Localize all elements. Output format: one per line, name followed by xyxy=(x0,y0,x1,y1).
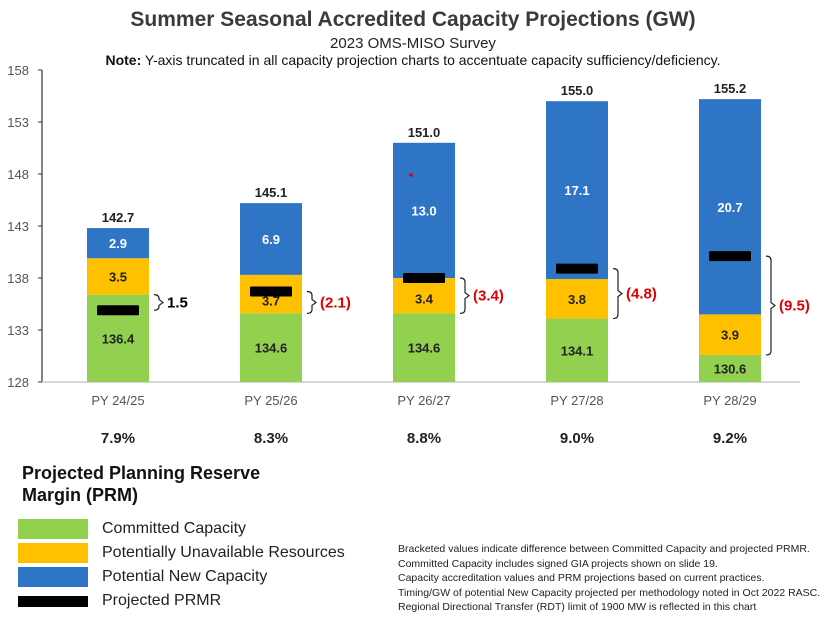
chart-subtitle: 2023 OMS-MISO Survey xyxy=(330,35,496,52)
legend-label: Committed Capacity xyxy=(102,520,247,537)
bar-value-label: 3.7 xyxy=(262,293,280,308)
bar-value-label: 134.6 xyxy=(255,341,288,356)
bar-segment-committed xyxy=(699,354,761,382)
footnote: Committed Capacity includes signed GIA p… xyxy=(398,557,718,570)
bar-value-label: 134.6 xyxy=(408,341,441,356)
bar-value-label: 134.1 xyxy=(561,343,594,358)
y-tick-label: 153 xyxy=(7,115,29,130)
bar-segment-unavailable xyxy=(393,278,455,314)
difference-bracket xyxy=(153,294,164,311)
legend-swatch-committed xyxy=(18,519,88,539)
bar-total-label: 145.1 xyxy=(255,185,288,200)
bar-value-label: 130.6 xyxy=(714,361,747,376)
chart-title: Summer Seasonal Accredited Capacity Proj… xyxy=(130,8,696,31)
red-dot-mark xyxy=(409,173,413,177)
prm-percent-label: 7.9% xyxy=(101,430,135,447)
bar-total-label: 151.0 xyxy=(408,125,441,140)
bar-value-label: 13.0 xyxy=(411,203,436,218)
prm-percent-label: 8.8% xyxy=(407,430,441,447)
footnote: Bracketed values indicate difference bet… xyxy=(398,543,810,555)
bar-value-label: 3.9 xyxy=(721,328,739,343)
bar-segment-unavailable xyxy=(546,279,608,319)
footnote: Timing/GW of potential New Capacity proj… xyxy=(398,586,821,599)
bar-value-label: 20.7 xyxy=(717,200,742,215)
difference-label: (4.8) xyxy=(626,286,657,303)
footnotes: Bracketed values indicate difference bet… xyxy=(398,542,820,615)
chart-plot: 128 133 138 143 148 153 158 136.4 3.5 2.9 142.7 1.5… xyxy=(7,63,810,447)
legend-item-new-capacity: Potential New Capacity xyxy=(18,567,267,587)
bar-value-label: 136.4 xyxy=(102,331,135,346)
prmr-marker xyxy=(556,263,598,274)
bar-segment-new-capacity xyxy=(393,142,455,278)
legend-label: Potential New Capacity xyxy=(102,568,268,585)
difference-label: (9.5) xyxy=(779,298,810,315)
prm-percent-label: 8.3% xyxy=(254,430,288,447)
bar-value-label: 6.9 xyxy=(262,232,280,247)
bar-segment-committed xyxy=(240,313,302,382)
legend-item-prmr: Projected PRMR xyxy=(18,591,221,611)
bar-value-label: 3.5 xyxy=(109,269,127,284)
prmr-marker xyxy=(250,286,292,297)
bar-segment-new-capacity xyxy=(699,99,761,315)
legend-swatch-new-capacity xyxy=(18,567,88,587)
prm-percent-label: 9.0% xyxy=(560,430,594,447)
note-text: Y-axis truncated in all capacity project… xyxy=(141,52,721,68)
x-tick-label: PY 24/25 xyxy=(91,393,144,408)
footnote: Regional Directional Transfer (RDT) limi… xyxy=(398,601,757,613)
bar-segment-unavailable xyxy=(699,314,761,355)
legend-item-committed: Committed Capacity xyxy=(18,519,246,539)
x-tick-label: PY 27/28 xyxy=(550,393,603,408)
bar-value-label: 2.9 xyxy=(109,236,127,251)
legend-swatch-prmr xyxy=(18,595,88,607)
legend-title: Projected Planning Reserve Margin (PRM) xyxy=(22,463,261,505)
difference-bracket xyxy=(459,277,470,314)
y-tick-label: 148 xyxy=(7,167,29,182)
difference-bracket xyxy=(306,290,317,314)
bar-total-label: 155.0 xyxy=(561,83,594,98)
bar-total-label: 155.2 xyxy=(714,81,747,96)
x-tick-label: PY 26/27 xyxy=(397,393,450,408)
legend-item-unavailable: Potentially Unavailable Resources xyxy=(18,543,345,563)
prmr-marker xyxy=(97,305,139,316)
difference-label: (3.4) xyxy=(473,288,504,305)
bar-segment-new-capacity xyxy=(546,101,608,280)
bar-segment-committed xyxy=(546,318,608,382)
x-tick-label: PY 25/26 xyxy=(244,393,297,408)
bar-total-label: 142.7 xyxy=(102,210,135,225)
y-tick-label: 138 xyxy=(7,271,29,286)
legend-swatch-unavailable xyxy=(18,543,88,563)
difference-label: (2.1) xyxy=(320,294,351,311)
difference-label: 1.5 xyxy=(167,294,188,311)
difference-bracket xyxy=(612,268,623,320)
x-tick-label: PY 28/29 xyxy=(703,393,756,408)
bar-value-label: 3.8 xyxy=(568,292,586,307)
legend-label: Potentially Unavailable Resources xyxy=(102,544,345,561)
difference-bracket xyxy=(765,255,776,356)
y-tick-label: 128 xyxy=(7,375,29,390)
prmr-marker xyxy=(403,273,445,283)
footnote: Capacity accreditation values and PRM pr… xyxy=(398,572,765,584)
y-tick-label: 158 xyxy=(7,63,29,78)
bar-segment-new-capacity xyxy=(87,228,149,259)
bar-segment-new-capacity xyxy=(240,203,302,275)
bar-value-label: 17.1 xyxy=(564,183,589,198)
bar-value-label: 3.4 xyxy=(415,291,434,306)
y-tick-label: 143 xyxy=(7,219,29,234)
bar-segment-committed xyxy=(393,313,455,382)
y-tick-label: 133 xyxy=(7,323,29,338)
prmr-marker xyxy=(709,251,751,262)
note-label: Note: xyxy=(105,52,142,68)
prm-percent-label: 9.2% xyxy=(713,430,747,447)
legend-label: Projected PRMR xyxy=(102,592,222,609)
bar-segment-unavailable xyxy=(87,258,149,295)
chart-note: Note: Y-axis truncated in all capacity p… xyxy=(0,52,826,68)
